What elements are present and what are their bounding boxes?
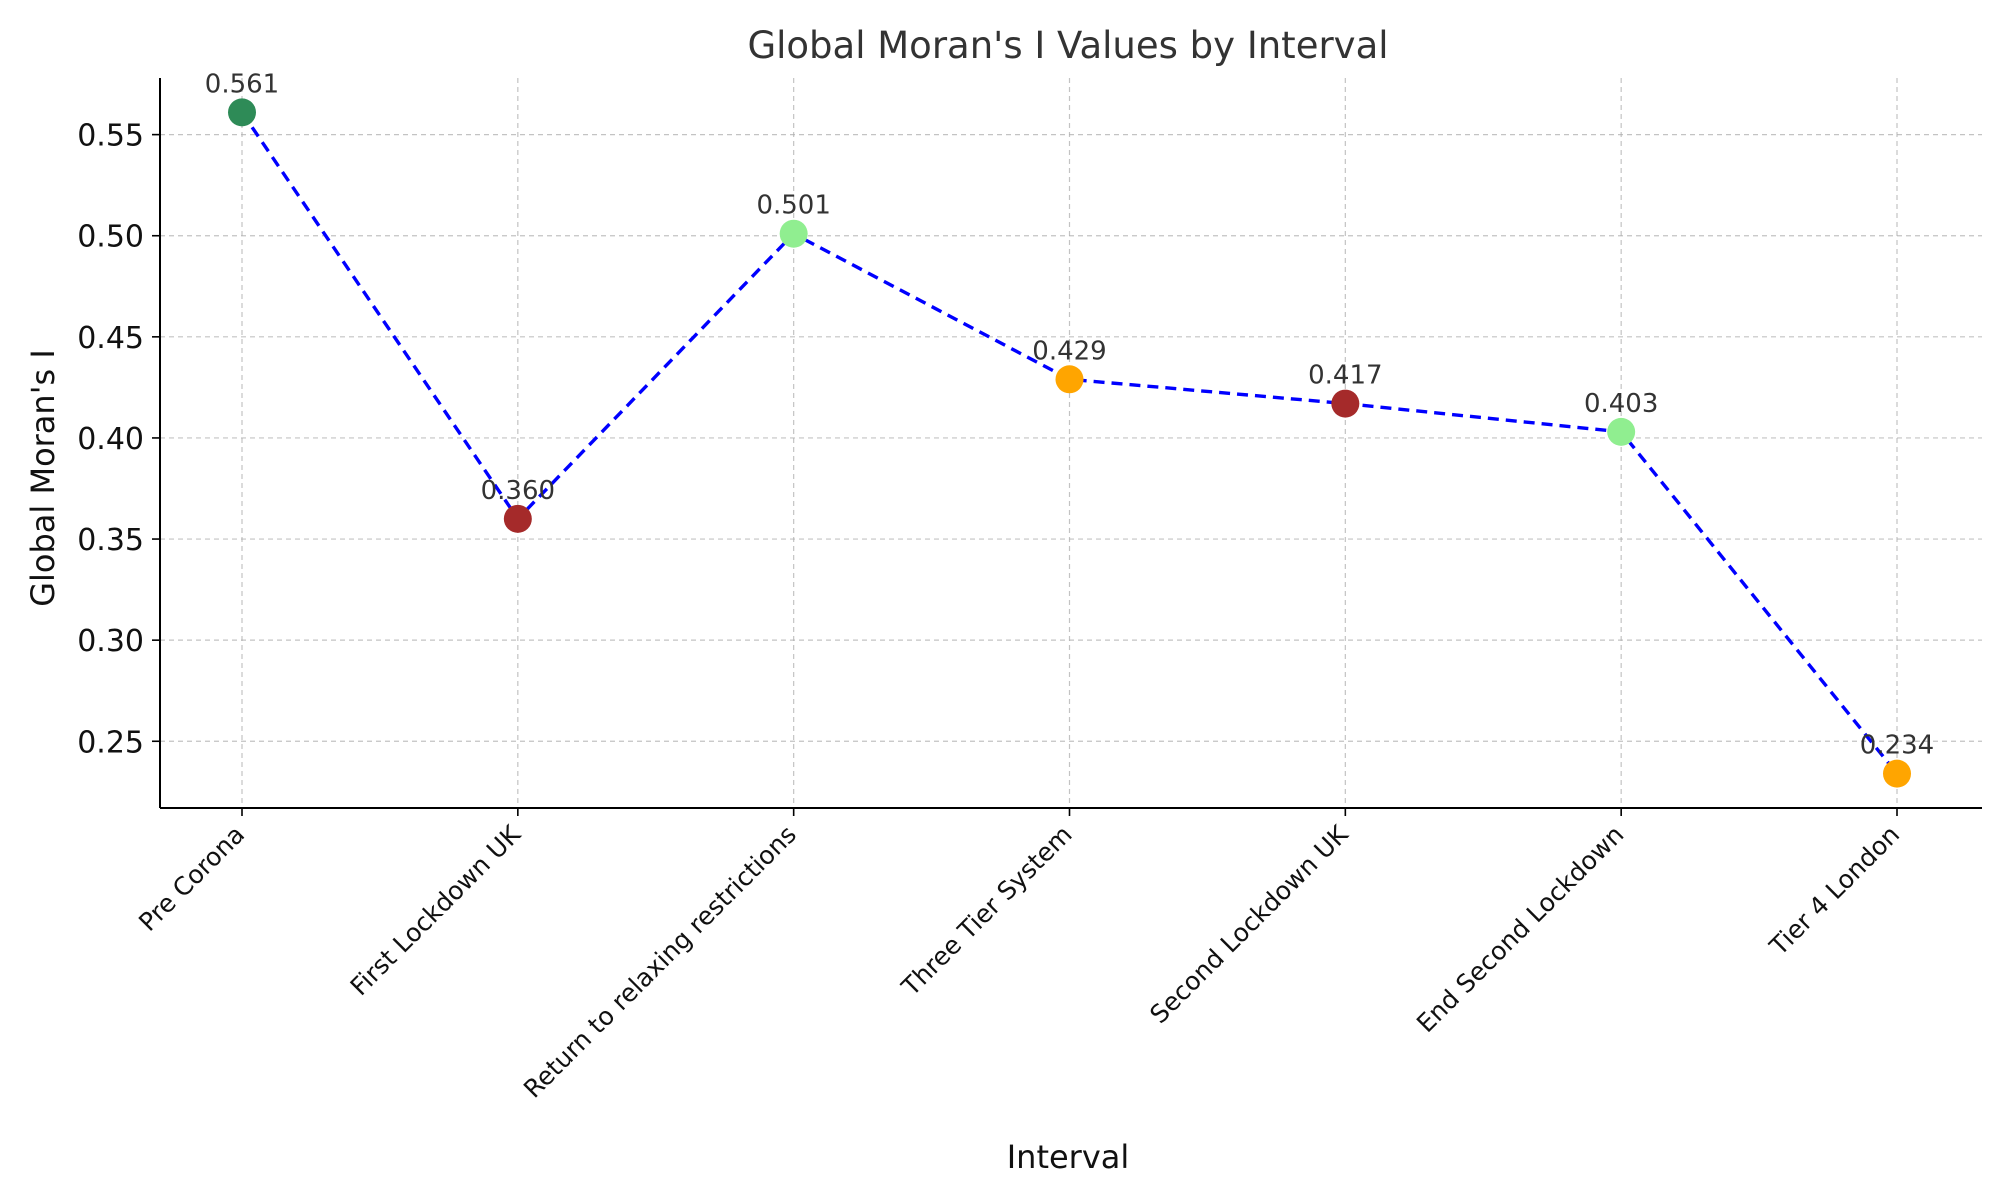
data-point bbox=[228, 98, 256, 127]
y-axis-ticks: 0.25 0.30 0.35 0.40 0.45 0.50 0.55 bbox=[77, 119, 160, 760]
data-label: 0.429 bbox=[1032, 336, 1106, 366]
y-tick-label: 0.55 bbox=[77, 119, 144, 154]
x-tick-label: Pre Corona bbox=[133, 820, 250, 937]
y-axis-title: Global Moran's I bbox=[24, 349, 62, 607]
y-tick-label: 0.25 bbox=[77, 725, 144, 760]
data-label: 0.360 bbox=[481, 476, 555, 506]
data-point bbox=[1607, 417, 1636, 446]
x-tick-label: Second Lockdown UK bbox=[1144, 819, 1354, 1029]
x-tick-label: Return to relaxing restrictions bbox=[518, 820, 802, 1104]
data-label: 0.234 bbox=[1860, 731, 1934, 761]
data-label: 0.417 bbox=[1308, 361, 1382, 391]
y-tick-label: 0.50 bbox=[77, 220, 144, 255]
axes bbox=[159, 78, 1982, 809]
x-tick-label: First Lockdown UK bbox=[345, 819, 527, 1001]
y-tick-label: 0.30 bbox=[77, 624, 144, 659]
y-tick-label: 0.40 bbox=[77, 422, 144, 457]
chart-title: Global Moran's I Values by Interval bbox=[747, 24, 1388, 67]
data-point bbox=[503, 504, 532, 533]
grid bbox=[160, 78, 1982, 808]
data-labels: 0.561 0.360 0.501 0.429 0.417 0.403 0.234 bbox=[205, 69, 1934, 760]
data-point bbox=[1055, 365, 1084, 394]
x-tick-label: End Second Lockdown bbox=[1411, 820, 1629, 1038]
data-label: 0.561 bbox=[205, 69, 279, 99]
data-point bbox=[1883, 759, 1911, 788]
series bbox=[228, 98, 1911, 788]
data-label: 0.501 bbox=[756, 191, 830, 221]
data-point bbox=[1331, 389, 1360, 418]
data-point bbox=[779, 219, 808, 248]
x-axis-title: Interval bbox=[1007, 1138, 1130, 1176]
x-tick-label: Tier 4 London bbox=[1763, 820, 1905, 962]
x-tick-label: Three Tier System bbox=[895, 820, 1077, 1002]
data-label: 0.403 bbox=[1584, 389, 1658, 419]
y-tick-label: 0.35 bbox=[77, 523, 144, 558]
y-tick-label: 0.45 bbox=[77, 321, 144, 356]
